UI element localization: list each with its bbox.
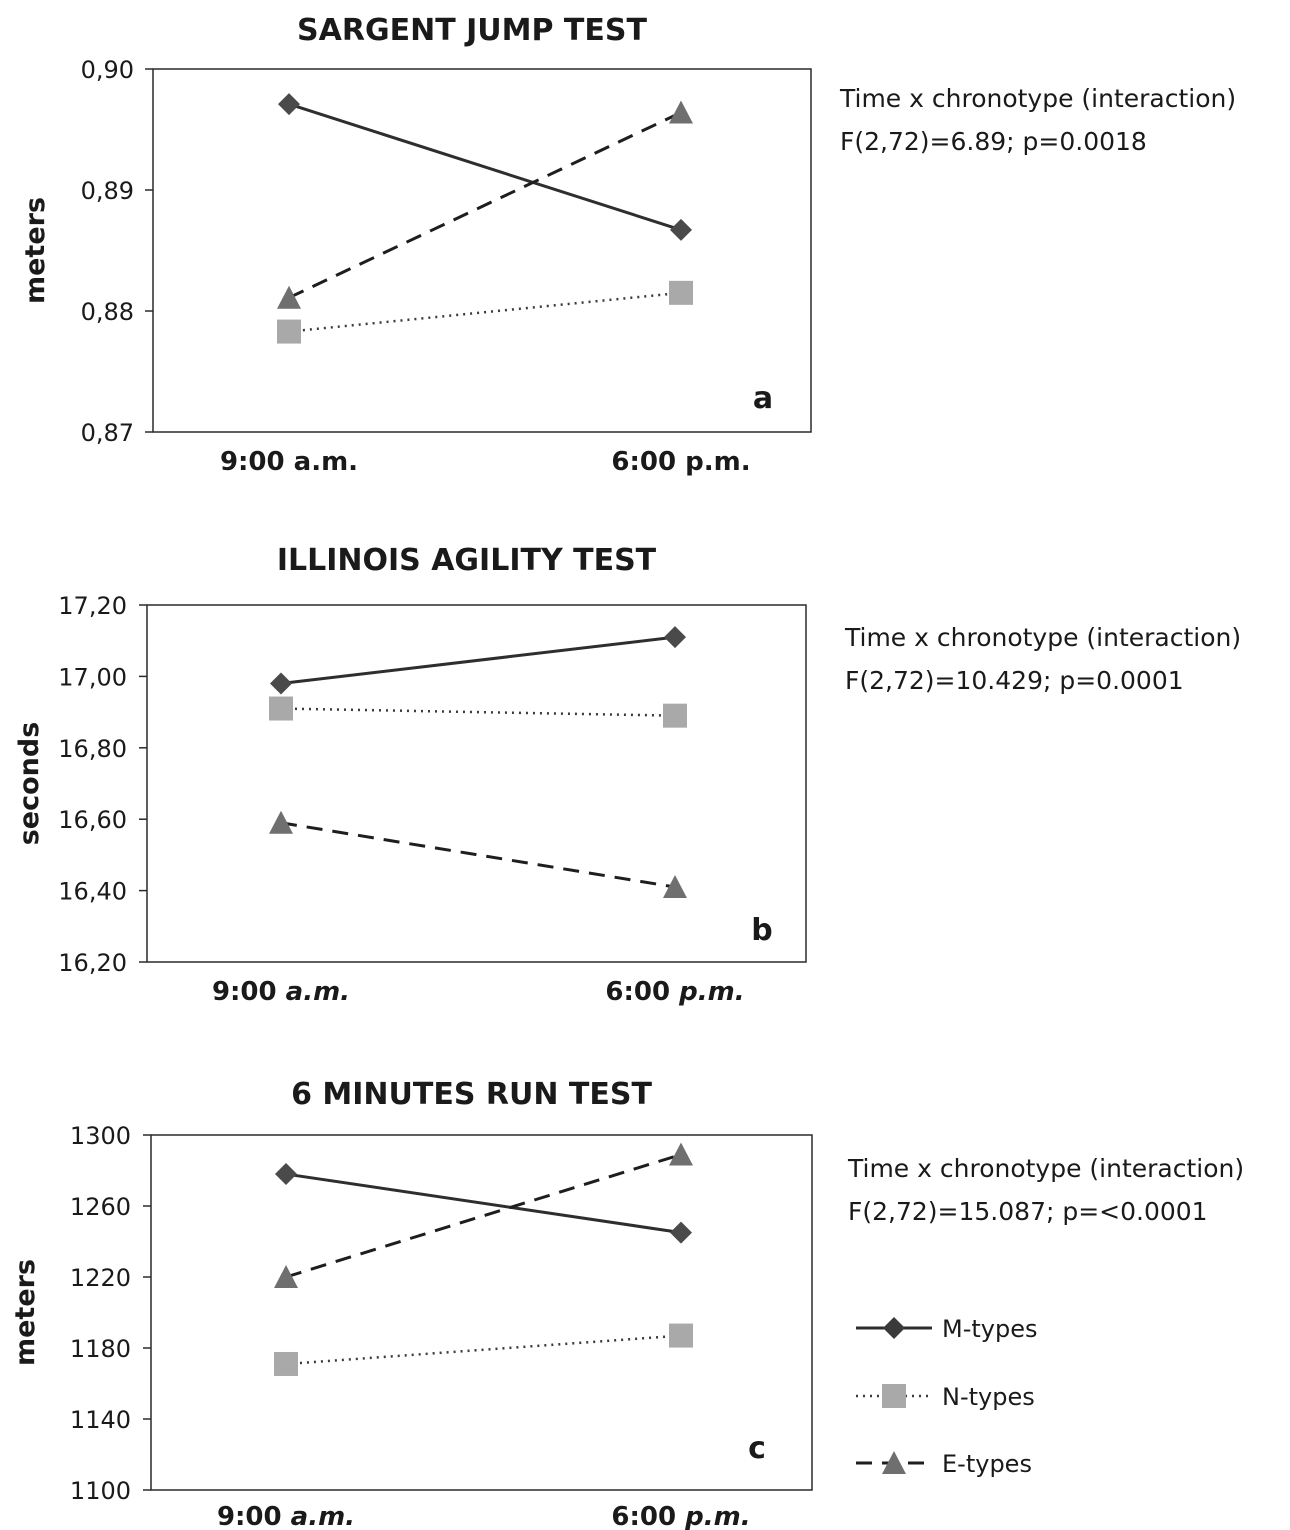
y-tick-label: 1300 <box>70 1122 131 1150</box>
y-axis-label: meters <box>10 1259 41 1366</box>
x-tick-label: 9:00 a.m. <box>220 447 358 477</box>
annotation-b: Time x chronotype (interaction) F(2,72)=… <box>845 616 1241 702</box>
data-point <box>664 626 686 649</box>
y-tick-label: 0,87 <box>81 419 134 447</box>
series-line <box>280 635 676 686</box>
annotation-b-line-2: F(2,72)=10.429; p=0.0001 <box>845 666 1184 695</box>
series-line <box>285 1153 682 1279</box>
data-point <box>669 1142 693 1166</box>
y-tick-label: 16,80 <box>58 735 127 763</box>
data-point <box>274 1265 298 1288</box>
series-line <box>288 102 682 232</box>
x-tick-label: 6:00 p.m. <box>605 977 744 1007</box>
chart-title: SARGENT JUMP TEST <box>297 13 647 48</box>
x-tick-label: 9:00 a.m. <box>212 977 350 1007</box>
data-point <box>277 319 301 344</box>
series-line <box>280 707 676 717</box>
legend-label: E-types <box>942 1450 1032 1478</box>
data-point <box>275 1163 297 1186</box>
y-tick-label: 17,00 <box>58 663 127 691</box>
legend-marker <box>883 1317 905 1339</box>
data-point <box>270 672 292 695</box>
data-point <box>277 285 301 309</box>
annotation-a-line-1: Time x chronotype (interaction) <box>840 84 1237 113</box>
x-tick-label: 6:00 p.m. <box>611 1502 750 1530</box>
annotation-c-line-1: Time x chronotype (interaction) <box>848 1154 1245 1183</box>
plot-area <box>152 68 812 433</box>
legend-label: M-types <box>942 1315 1037 1343</box>
series-line <box>285 1172 682 1235</box>
y-axis-label: seconds <box>14 722 45 846</box>
plot-area <box>150 1134 813 1491</box>
data-point <box>274 1351 298 1376</box>
legend-marker <box>882 1384 906 1408</box>
y-axis-label: meters <box>20 197 51 304</box>
y-tick-label: 16,20 <box>58 949 127 977</box>
y-tick-label: 1140 <box>70 1406 131 1434</box>
data-point <box>278 93 300 116</box>
legend-marker <box>882 1451 906 1474</box>
y-tick-label: 0,88 <box>81 298 134 326</box>
data-point <box>669 1323 693 1348</box>
series-line <box>285 1334 682 1366</box>
panel-letter: b <box>751 913 772 948</box>
chart-title: ILLINOIS AGILITY TEST <box>277 543 657 578</box>
y-tick-label: 1260 <box>70 1193 131 1221</box>
y-tick-label: 17,20 <box>58 592 127 620</box>
panel-letter: a <box>753 381 773 416</box>
panel-letter: c <box>748 1431 766 1466</box>
y-tick-label: 1220 <box>70 1264 131 1292</box>
chart-title: 6 MINUTES RUN TEST <box>291 1077 652 1112</box>
x-tick-label: 9:00 a.m. <box>217 1502 355 1530</box>
series-line <box>280 821 676 889</box>
annotation-c: Time x chronotype (interaction) F(2,72)=… <box>848 1147 1244 1233</box>
legend-label: N-types <box>942 1383 1035 1411</box>
y-tick-label: 16,40 <box>58 878 127 906</box>
data-point <box>669 100 693 124</box>
data-point <box>269 810 293 834</box>
series-line <box>288 291 682 333</box>
data-point <box>669 280 693 305</box>
data-point <box>670 218 692 241</box>
series-line <box>288 111 682 300</box>
y-tick-label: 0,89 <box>81 177 134 205</box>
annotation-a: Time x chronotype (interaction) F(2,72)=… <box>840 77 1236 163</box>
plot-area <box>146 604 807 963</box>
y-tick-label: 0,90 <box>81 56 134 84</box>
y-tick-label: 1180 <box>70 1335 131 1363</box>
x-tick-label: 6:00 p.m. <box>611 447 750 477</box>
data-point <box>663 875 687 899</box>
annotation-a-line-2: F(2,72)=6.89; p=0.0018 <box>840 127 1147 156</box>
annotation-b-line-1: Time x chronotype (interaction) <box>845 623 1242 652</box>
annotation-c-line-2: F(2,72)=15.087; p=<0.0001 <box>848 1197 1208 1226</box>
data-point <box>663 703 687 728</box>
data-point <box>269 696 293 721</box>
y-tick-label: 1100 <box>70 1477 131 1505</box>
data-point <box>670 1221 692 1244</box>
y-tick-label: 16,60 <box>58 806 127 834</box>
